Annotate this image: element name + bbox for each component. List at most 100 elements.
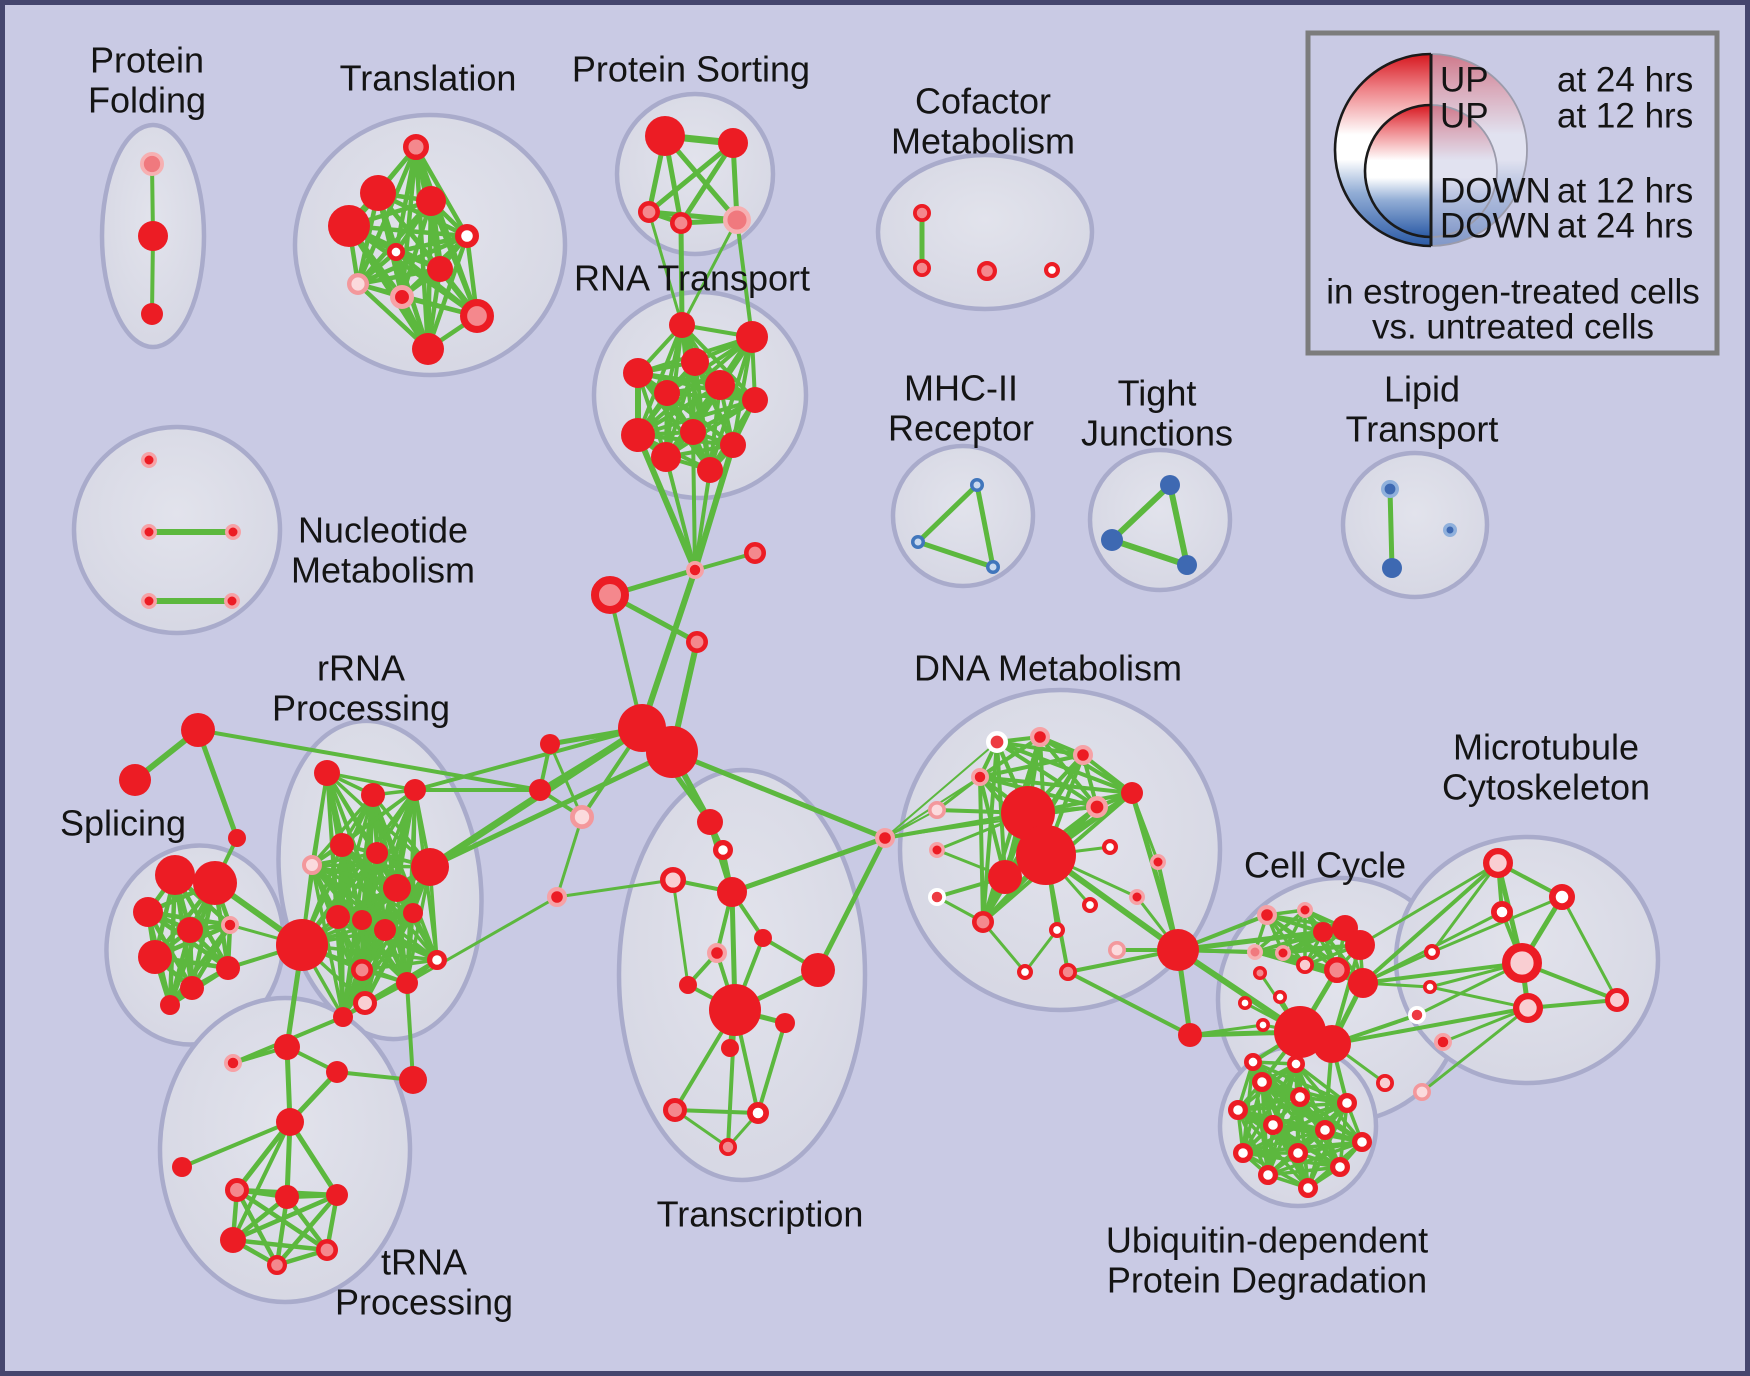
cluster-cofactor-metabolism-label: Cofactor [915, 81, 1051, 122]
network-edge [1430, 861, 1500, 954]
network-node-rt0 [669, 312, 695, 338]
network-node-sp3 [177, 917, 203, 943]
network-edge [1109, 482, 1173, 543]
network-edge [413, 726, 644, 792]
network-node-rt1 [736, 321, 768, 353]
network-node-ps3 [669, 211, 692, 234]
legend-faded-half [1431, 54, 1527, 246]
network-edge [647, 210, 684, 327]
legend-time-1: at 12 hrs [1557, 97, 1693, 136]
network-node-q3 [276, 1108, 304, 1136]
network-node-sp4 [220, 916, 239, 935]
network-edge [230, 1237, 330, 1253]
network-node-q2 [326, 1061, 348, 1083]
network-node-x1 [712, 839, 733, 860]
network-node-mh0 [970, 478, 984, 492]
network-node-sp0 [155, 855, 195, 895]
network-node-cf3 [1043, 261, 1060, 278]
network-node-lt0 [1381, 479, 1400, 498]
network-edge [1330, 1006, 1530, 1046]
network-node-rr8 [326, 905, 350, 929]
network-node-cc17 [1422, 980, 1437, 995]
network-node-t6 [427, 256, 453, 282]
network-edge [735, 218, 754, 339]
network-node-q9 [315, 1239, 338, 1262]
network-node-ub12 [1243, 1052, 1262, 1071]
network-node-q10 [267, 1254, 288, 1275]
network-edge [1253, 908, 1307, 954]
network-node-cc6 [1275, 945, 1291, 961]
network-node-mt7 [1513, 993, 1544, 1024]
network-node-nu0 [141, 452, 157, 468]
network-node-j1 [540, 734, 560, 754]
network-node-x2 [659, 866, 686, 893]
cluster-mhc-ii-receptor-ellipse [890, 443, 1036, 589]
network-edge [393, 233, 470, 255]
network-node-cc8 [1323, 956, 1350, 983]
network-node-sp2 [133, 897, 163, 927]
network-edge [639, 567, 698, 731]
network-node-cf1 [913, 259, 932, 278]
network-node-ub4 [1262, 1114, 1283, 1135]
network-edge [230, 1192, 340, 1243]
cluster-microtubule-cytoskeleton-label: Cytoskeleton [1442, 767, 1650, 808]
cluster-trna-processing-label: Processing [335, 1282, 513, 1323]
network-edge [1109, 537, 1190, 568]
network-edge [935, 775, 982, 812]
network-node-rr12 [276, 919, 328, 971]
network-node-rr9 [352, 910, 372, 930]
network-node-x12 [663, 1098, 688, 1123]
network-node-mt2 [1490, 900, 1513, 923]
legend-time-3: at 24 hrs [1557, 207, 1693, 246]
network-edge [693, 360, 735, 447]
network-node-t9 [460, 299, 495, 334]
cluster-translation-label: Translation [340, 58, 517, 99]
network-node-d8 [1016, 825, 1076, 885]
network-node-d4 [927, 800, 946, 819]
network-edge [405, 895, 559, 985]
network-node-rt3 [623, 358, 653, 388]
network-node-cf2 [976, 261, 997, 282]
network-edge [1294, 1062, 1349, 1105]
network-edge [1023, 928, 1059, 974]
cluster-cofactor-metabolism-ellipse [875, 152, 1095, 312]
network-edge [671, 878, 690, 987]
network-edge [680, 218, 739, 327]
network-edge [310, 851, 379, 867]
network-node-mh2 [986, 560, 1000, 574]
network-node-lt2 [1443, 523, 1457, 537]
network-node-d9 [988, 860, 1022, 894]
network-node-cc16 [1423, 944, 1440, 961]
cluster-protein-folding-label: Folding [88, 80, 206, 121]
cluster-trna-processing-label: tRNA [381, 1242, 467, 1283]
network-node-d14 [928, 888, 947, 907]
network-edge [346, 223, 431, 352]
network-node-cn1 [874, 827, 895, 848]
network-edge [1430, 895, 1564, 954]
network-edge [664, 455, 697, 572]
legend-circle-outline-left [1363, 103, 1432, 239]
network-node-rr13 [350, 958, 373, 981]
cluster-lipid-transport-label: Lipid [1384, 369, 1460, 410]
network-edge [1167, 482, 1190, 568]
network-node-d2 [1072, 744, 1093, 765]
network-edge [1361, 861, 1500, 985]
network-node-x6 [706, 942, 727, 963]
cluster-tight-junctions-ellipse [1087, 447, 1233, 593]
network-edge [167, 872, 178, 1008]
network-edge [355, 198, 434, 287]
network-node-d11 [1101, 839, 1118, 856]
network-node-q8 [220, 1227, 246, 1253]
network-edge [1294, 1062, 1342, 1169]
legend-direction-2: DOWN [1440, 172, 1551, 211]
cluster-protein-folding-label: Protein [90, 40, 204, 81]
network-node-bn [1178, 1023, 1202, 1047]
network-node-cc9 [1348, 968, 1378, 998]
network-edge [427, 749, 675, 870]
network-node-t3 [328, 205, 370, 247]
network-node-rr6 [411, 848, 449, 886]
network-edge [428, 198, 480, 319]
network-node-q1 [274, 1034, 300, 1060]
cluster-splicing-label: Splicing [60, 803, 186, 844]
network-edge [884, 806, 1098, 839]
